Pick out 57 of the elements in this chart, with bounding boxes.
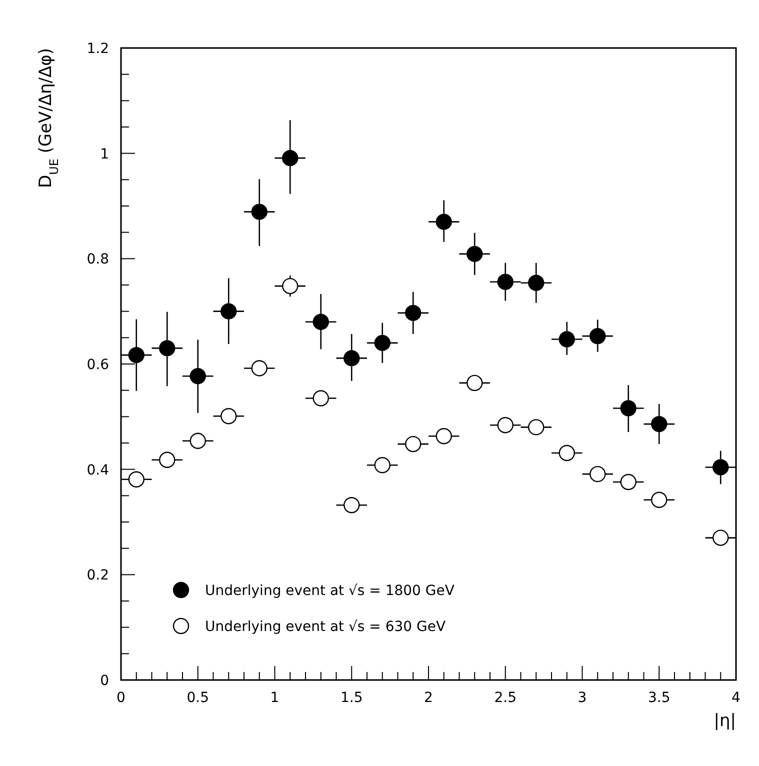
y-tick-label: 0	[100, 673, 109, 689]
point	[312, 314, 329, 330]
point	[128, 346, 144, 364]
point	[528, 274, 544, 291]
point	[128, 471, 144, 488]
y-tick-label: 0.2	[86, 568, 109, 584]
point	[159, 452, 176, 468]
point	[497, 274, 514, 290]
y-tick-label: 0.8	[86, 252, 109, 268]
y-tick-label: 1	[100, 146, 109, 162]
x-tick-label: 0	[116, 690, 126, 706]
y-tick-label: 0.4	[86, 462, 110, 478]
point	[712, 530, 729, 546]
point	[466, 374, 483, 392]
point	[190, 368, 206, 384]
point	[590, 466, 606, 482]
x-tick-label: 1	[270, 690, 280, 706]
point	[712, 459, 729, 476]
point	[405, 304, 422, 321]
point	[251, 204, 268, 220]
point	[651, 416, 668, 432]
point	[558, 444, 575, 462]
point	[374, 334, 390, 352]
point	[620, 400, 636, 416]
x-axis-title: |η|	[714, 711, 736, 731]
point	[436, 214, 452, 230]
point	[651, 492, 668, 508]
point	[190, 432, 206, 449]
legend-label: Underlying event at √s = 630 GeV	[205, 619, 446, 635]
point	[282, 150, 298, 166]
point	[497, 417, 514, 434]
point	[251, 360, 268, 376]
x-tick-label: 3.5	[648, 690, 670, 706]
point	[344, 497, 360, 514]
y-tick-label: 1.2	[86, 41, 109, 57]
point	[466, 246, 483, 262]
point	[374, 457, 390, 474]
y-tick-label: 0.6	[86, 357, 110, 373]
point	[620, 474, 636, 490]
point	[282, 278, 298, 294]
x-tick-label: 2.5	[494, 690, 517, 706]
point	[344, 350, 360, 366]
point	[312, 390, 329, 406]
point	[405, 436, 422, 452]
point	[528, 419, 544, 436]
legend-label: Underlying event at √s = 1800 GeV	[205, 583, 455, 599]
point	[159, 340, 176, 356]
point	[220, 408, 237, 424]
point	[436, 428, 452, 444]
point	[220, 303, 237, 320]
x-tick-label: 2	[424, 690, 433, 706]
x-tick-label: 4	[732, 690, 741, 706]
point	[590, 328, 606, 344]
x-tick-label: 3	[578, 690, 587, 706]
x-tick-label: 1.5	[340, 690, 363, 706]
x-tick-label: 0.5	[186, 690, 210, 706]
point	[558, 331, 575, 348]
